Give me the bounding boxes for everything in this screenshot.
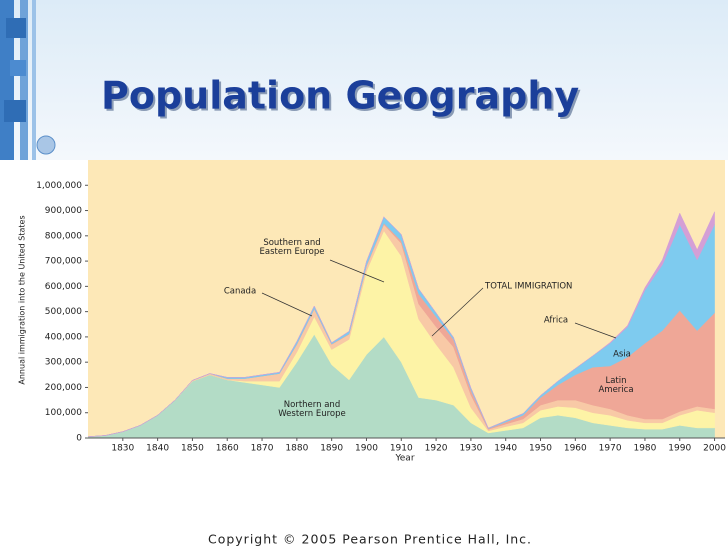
x-tick-label: 1980	[633, 444, 656, 454]
x-tick-label: 1890	[320, 444, 343, 454]
x-tick-label: 1940	[494, 444, 517, 454]
y-tick-label: 200,000	[45, 383, 82, 393]
y-tick-label: 500,000	[45, 307, 82, 317]
series-label: Southern and Eastern Europe	[260, 237, 325, 256]
leader-line	[431, 287, 484, 337]
x-tick-label: 1860	[216, 444, 239, 454]
series-label: Africa	[544, 316, 568, 326]
y-tick-label: 100,000	[45, 408, 82, 418]
series-label: Northern and Western Europe	[278, 399, 345, 418]
decoration	[0, 0, 56, 160]
area	[87, 211, 715, 437]
x-tick-label: 1950	[529, 444, 552, 454]
y-tick-label: 900,000	[45, 206, 82, 216]
header-background	[0, 0, 728, 160]
x-tick-label: 1880	[285, 444, 308, 454]
x-tick-label: 1910	[390, 444, 413, 454]
x-tick-label: 1830	[111, 444, 134, 454]
slide-title: Population Geography	[101, 74, 579, 118]
y-tick-label: 800,000	[45, 231, 82, 241]
y-tick-label: 300,000	[45, 358, 82, 368]
x-tick-label: 1870	[251, 444, 274, 454]
x-tick-label: 1850	[181, 444, 204, 454]
y-axis-label: Annual immigration into the United State…	[18, 215, 27, 384]
y-tick-label: 0	[76, 434, 82, 444]
y-tick-label: 600,000	[45, 282, 82, 292]
y-tick-label: 400,000	[45, 332, 82, 342]
series-label: Latin America	[598, 375, 633, 394]
y-tick-label: 700,000	[45, 257, 82, 267]
x-tick-label: 1920	[425, 444, 448, 454]
leader-line	[574, 322, 617, 339]
x-axis-label: Year	[394, 454, 414, 464]
copyright: Copyright © 2005 Pearson Prentice Hall, …	[208, 532, 532, 546]
x-tick-label: 1900	[355, 444, 378, 454]
x-tick-label: 1840	[146, 444, 169, 454]
x-tick-label: 2000	[703, 444, 726, 454]
series-label: Canada	[224, 287, 256, 297]
leader-line	[261, 292, 313, 317]
x-tick-label: 1960	[564, 444, 587, 454]
x-tick-label: 1970	[599, 444, 622, 454]
series-label: Asia	[613, 350, 631, 360]
y-tick-label: 1,000,000	[36, 181, 82, 191]
x-tick-label: 1990	[668, 444, 691, 454]
leader-line	[329, 259, 385, 283]
x-tick-label: 1930	[459, 444, 482, 454]
annotation: TOTAL IMMIGRATION	[484, 282, 572, 292]
